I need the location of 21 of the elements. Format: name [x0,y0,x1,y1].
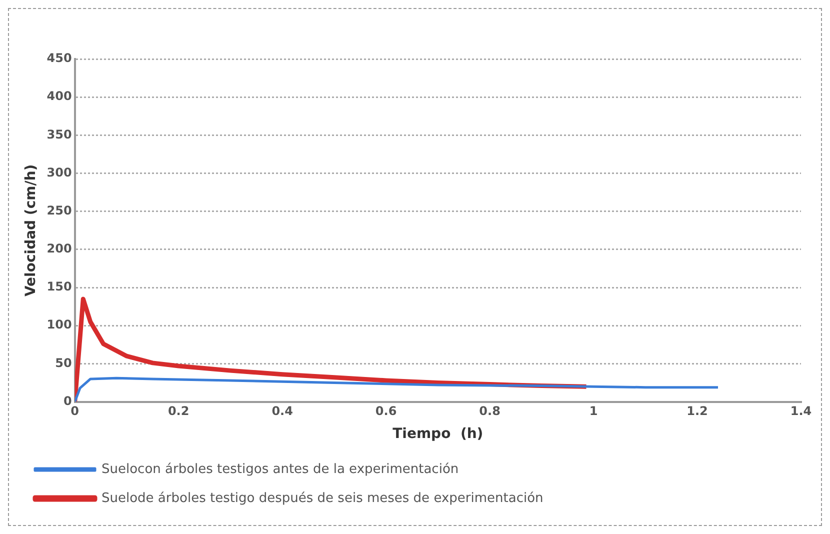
x-tick-label: 1.2 [686,404,708,418]
x-tick-label: 0.8 [479,404,500,418]
y-tick-label: 100 [46,318,72,332]
x-tick-label: 0.2 [168,404,190,418]
y-tick-label: 0 [63,394,72,408]
y-tick-label: 450 [46,51,72,66]
y-tick-label: 200 [46,242,72,256]
x-axis-title: Tiempo (h) [392,426,484,442]
y-tick-label: 350 [46,127,72,142]
y-tick-label: 250 [46,203,72,218]
y-tick-label: 50 [55,356,72,370]
legend-label: Suelode árboles testigo después de seis meses de experimentación [102,490,544,506]
y-tick-label: 300 [46,165,72,180]
legend-label: Suelocon árboles testigos antes de la experimentación [102,462,459,477]
y-tick-label: 150 [46,280,72,294]
y-tick-label: 400 [46,89,72,104]
y-axis-title: Velocidad (cm/h) [23,164,40,297]
x-tick-label: 1.4 [790,404,812,418]
x-tick-label: 1 [589,404,598,418]
x-tick-label: 0.6 [375,404,397,418]
x-tick-label: 0.4 [272,404,293,418]
